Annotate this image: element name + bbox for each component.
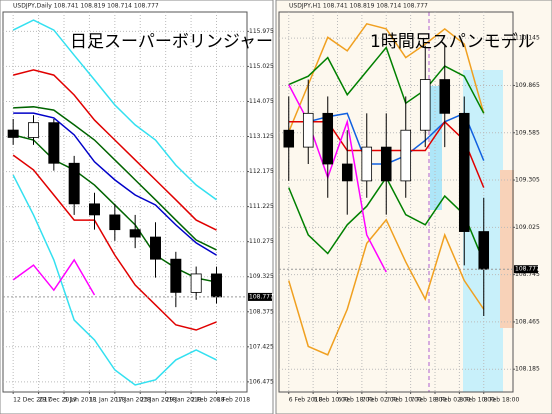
candle-body: [109, 214, 121, 231]
candle-body: [439, 79, 451, 114]
x-tick-label: 6 Feb 10:00: [313, 397, 349, 404]
x-tick-label: 5 Jan 2018: [64, 397, 96, 404]
y-tick-label: 113.125: [249, 133, 274, 140]
x-tick-label: 8 Feb 02:00: [435, 397, 471, 404]
y-tick-label: 115.975: [249, 28, 274, 35]
chart-title: 1時間足スパンモデル: [370, 31, 535, 52]
highlight-band: [500, 170, 514, 328]
last-price-tag: [514, 265, 538, 274]
candle-body: [129, 229, 141, 238]
series-line: [12, 154, 217, 331]
candle-body: [380, 146, 392, 182]
series-line: [12, 258, 96, 296]
candle-body: [419, 79, 431, 131]
candle-body: [361, 146, 373, 182]
candle-body: [48, 122, 60, 164]
x-tick-label: 7 Feb 18:00: [411, 397, 447, 404]
candle-body: [68, 162, 80, 205]
left-panel: [0, 0, 274, 414]
candle-body: [150, 236, 161, 260]
y-tick-label: 115.025: [249, 63, 274, 70]
y-tick-label: 114.075: [249, 98, 274, 105]
y-tick-label: 107.425: [249, 343, 274, 350]
y-tick-label: 109.305: [515, 177, 540, 184]
highlight-band: [430, 86, 442, 210]
last-price-label: 108.777: [515, 266, 540, 273]
x-tick-label: 23 Jan 2018: [140, 397, 176, 404]
series-line: [288, 218, 485, 356]
candle-body: [478, 231, 490, 270]
y-tick-label: 108.465: [515, 318, 540, 325]
y-tick-label: 111.225: [249, 203, 274, 210]
candle-body: [458, 112, 470, 232]
candle-body: [341, 163, 353, 182]
candle-body: [322, 112, 334, 165]
x-tick-label: 11 Jan 2018: [89, 397, 125, 404]
series-line: [13, 106, 217, 251]
x-tick-label: 17 Jan 2018: [115, 397, 151, 404]
y-tick-label: 109.585: [515, 129, 540, 136]
series-line: [288, 22, 485, 133]
candle-body: [302, 112, 314, 148]
x-tick-label: 29 Jan 2018: [166, 397, 202, 404]
plot-frame: [2, 11, 248, 393]
candle-body: [170, 258, 182, 293]
panel-header: USDJPY,Daily 108.741 108.819 108.714 108…: [13, 3, 159, 10]
y-tick-label: 109.865: [515, 82, 540, 89]
x-tick-label: 8 Feb 2018: [217, 397, 251, 404]
series-line: [12, 174, 217, 386]
candle-body: [89, 203, 100, 216]
candle-body: [7, 129, 19, 138]
chart-title: 日足スーパーボリンジャー: [70, 32, 273, 52]
x-tick-label: 6 Feb 2018: [289, 397, 323, 404]
candle-body: [28, 122, 39, 138]
x-tick-label: 2 Feb 2018: [191, 397, 225, 404]
last-price-tag: [248, 292, 272, 301]
y-tick-label: 108.375: [249, 308, 274, 315]
plot-frame: [278, 11, 514, 393]
series-line: [12, 69, 217, 231]
series-line: [288, 45, 485, 114]
y-tick-label: 108.745: [515, 271, 540, 278]
y-tick-label: 109.325: [249, 273, 274, 280]
y-tick-label: 106.475: [249, 378, 274, 385]
x-tick-label: 8 Feb 18:00: [484, 397, 520, 404]
candle-body: [400, 129, 412, 182]
x-tick-label: 8 Feb 10:00: [459, 397, 495, 404]
x-tick-label: 29 Dec 2017: [39, 397, 78, 404]
y-tick-label: 110.275: [249, 238, 274, 245]
x-tick-label: 7 Feb 02:00: [362, 397, 398, 404]
panel-header: USDJPY,H1 108.741 108.819 108.714 108.77…: [289, 3, 428, 10]
candle-body: [211, 273, 222, 298]
candle-body: [283, 129, 295, 148]
y-tick-label: 109.025: [515, 224, 540, 231]
last-price-label: 108.777: [249, 293, 274, 300]
x-tick-label: 7 Feb 10:00: [386, 397, 422, 404]
x-tick-label: 12 Dec 2017: [13, 397, 52, 404]
highlight-band: [463, 70, 503, 392]
x-tick-label: 6 Feb 18:00: [338, 397, 374, 404]
y-tick-label: 112.175: [249, 168, 274, 175]
y-tick-label: 110.145: [515, 35, 540, 42]
candle-body: [190, 273, 202, 293]
series-line: [13, 112, 217, 256]
y-tick-label: 108.185: [515, 366, 540, 373]
series-line: [12, 19, 217, 201]
